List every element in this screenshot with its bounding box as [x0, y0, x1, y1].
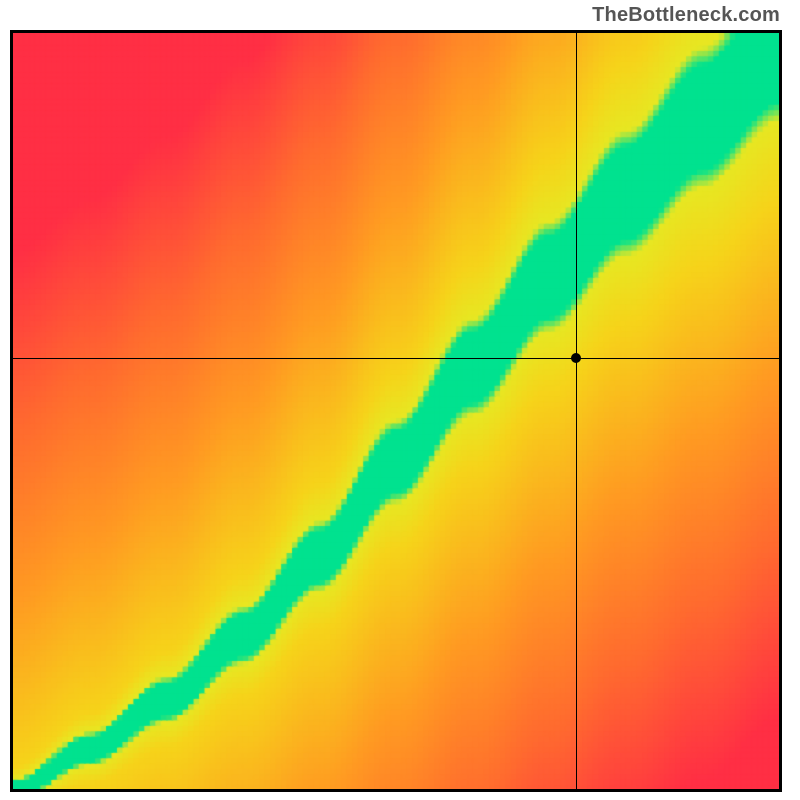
- crosshair-vertical: [576, 33, 577, 789]
- plot-area: [10, 30, 782, 792]
- watermark-text: TheBottleneck.com: [592, 4, 780, 27]
- heatmap-canvas: [13, 33, 779, 789]
- marker-dot: [571, 353, 581, 363]
- chart-container: TheBottleneck.com: [0, 0, 800, 800]
- crosshair-horizontal: [13, 358, 779, 359]
